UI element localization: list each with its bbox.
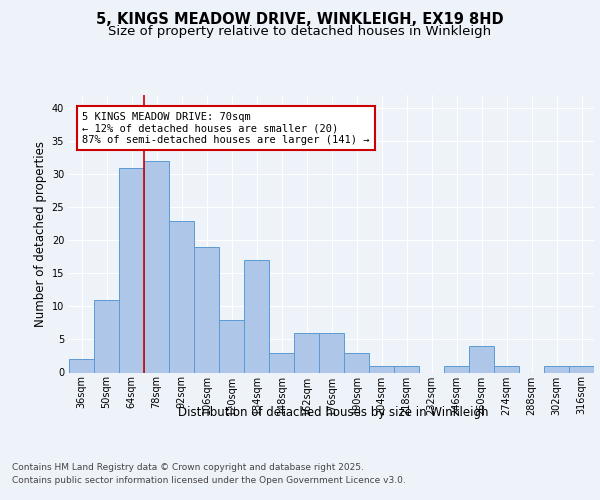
- Bar: [469, 346, 494, 372]
- Bar: [544, 366, 569, 372]
- Y-axis label: Number of detached properties: Number of detached properties: [34, 141, 47, 327]
- Bar: [94, 300, 119, 372]
- Bar: [119, 168, 144, 372]
- Bar: [244, 260, 269, 372]
- Bar: [294, 333, 319, 372]
- Bar: [444, 366, 469, 372]
- Text: 5 KINGS MEADOW DRIVE: 70sqm
← 12% of detached houses are smaller (20)
87% of sem: 5 KINGS MEADOW DRIVE: 70sqm ← 12% of det…: [82, 112, 370, 144]
- Bar: [394, 366, 419, 372]
- Bar: [269, 352, 294, 372]
- Text: Contains HM Land Registry data © Crown copyright and database right 2025.: Contains HM Land Registry data © Crown c…: [12, 464, 364, 472]
- Bar: [369, 366, 394, 372]
- Bar: [144, 161, 169, 372]
- Bar: [494, 366, 519, 372]
- Text: Size of property relative to detached houses in Winkleigh: Size of property relative to detached ho…: [109, 25, 491, 38]
- Bar: [69, 360, 94, 372]
- Bar: [169, 220, 194, 372]
- Text: Distribution of detached houses by size in Winkleigh: Distribution of detached houses by size …: [178, 406, 488, 419]
- Text: 5, KINGS MEADOW DRIVE, WINKLEIGH, EX19 8HD: 5, KINGS MEADOW DRIVE, WINKLEIGH, EX19 8…: [96, 12, 504, 28]
- Bar: [319, 333, 344, 372]
- Bar: [194, 247, 219, 372]
- Bar: [219, 320, 244, 372]
- Text: Contains public sector information licensed under the Open Government Licence v3: Contains public sector information licen…: [12, 476, 406, 485]
- Bar: [344, 352, 369, 372]
- Bar: [569, 366, 594, 372]
